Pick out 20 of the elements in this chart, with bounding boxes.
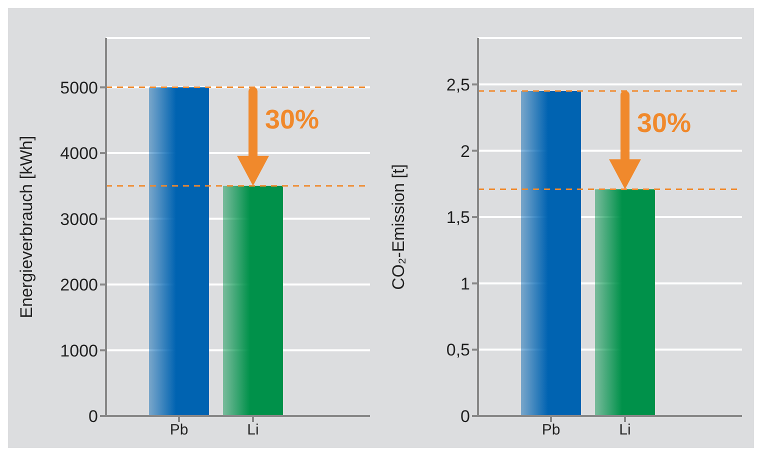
y-tick-label: 1000 [60,341,98,360]
y-tick-label: 2000 [60,276,98,295]
annotation: 30% [265,104,320,135]
y-axis-title: Energieverbrauch [kWh] [17,136,36,318]
y-tick-label: 0 [88,407,98,426]
x-tick-label: Pb [542,422,560,439]
x-tick-label: Pb [170,422,188,439]
y-axis-title: CO₂-Emission [t] [389,164,408,290]
y-tick-label: 0 [460,407,470,426]
y-tick-label: 4000 [60,144,98,164]
y-tick-label: 2,5 [446,75,470,94]
y-tick-label: 5000 [60,78,98,98]
y-tick-label: 0,5 [446,340,470,360]
annotation: 30% [637,108,692,138]
x-tick-label: Li [619,422,631,439]
y-tick-label: 2 [460,142,470,161]
x-tick-label: Li [247,422,259,439]
y-tick-label: 3000 [60,210,98,229]
y-tick-label: 1,5 [446,208,470,228]
y-tick-label: 1 [460,274,470,294]
